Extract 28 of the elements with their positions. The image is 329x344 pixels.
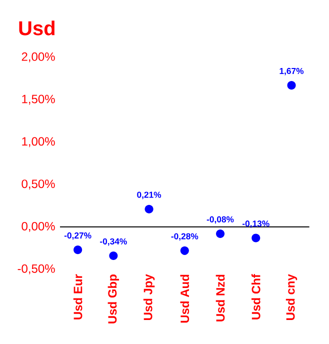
y-tick-label: 2,00%: [22, 52, 55, 62]
data-label: -0,13%: [242, 220, 270, 228]
y-tick-label: 1,50%: [22, 94, 55, 105]
point: [74, 246, 82, 254]
y-tick-label: 1,00%: [22, 137, 55, 148]
x-tick-label: Usd Nzd: [216, 274, 225, 322]
data-label: -0,08%: [206, 216, 234, 224]
data-label: 0,21%: [137, 192, 162, 200]
data-label: -0,27%: [64, 232, 92, 240]
data-label: -0,28%: [171, 233, 198, 241]
point: [109, 251, 118, 260]
chart-title: Usd: [19, 20, 54, 36]
x-tick-label: Usd cny: [286, 274, 298, 320]
point: [144, 204, 154, 214]
x-tick-label: Usd Chf: [251, 274, 260, 320]
data-label: -0,34%: [100, 238, 127, 246]
point: [180, 246, 189, 255]
x-tick-label: Usd Eur: [73, 274, 82, 320]
x-tick-label: Usd Aud: [180, 274, 190, 323]
data-label: 1,67%: [280, 68, 304, 76]
y-tick-label: 0,50%: [22, 180, 55, 190]
point: [216, 229, 225, 238]
point: [287, 81, 296, 90]
x-tick-label: Usd Gbp: [108, 274, 120, 324]
y-tick-label: 0,00%: [22, 222, 55, 232]
y-tick-label: -0,50%: [18, 264, 55, 274]
x-tick-label: Usd Jpy: [143, 274, 155, 320]
point: [252, 234, 260, 242]
